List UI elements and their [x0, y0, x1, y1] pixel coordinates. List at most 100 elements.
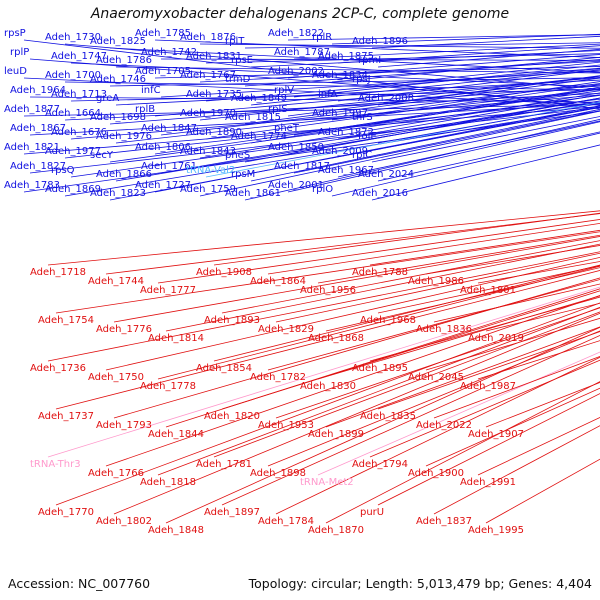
forward-gene-label: Adeh_1759: [180, 184, 236, 195]
forward-gene-label: rpmI: [358, 55, 381, 66]
forward-label-leader: [331, 106, 600, 159]
forward-label-leader: [250, 50, 600, 68]
forward-gene-label: Adeh_2009: [312, 146, 368, 157]
forward-label-leader: [115, 89, 600, 144]
forward-label-leader: [205, 101, 600, 178]
reverse-gene-label: Adeh_1991: [460, 477, 516, 488]
forward-label-leader: [70, 89, 600, 102]
reverse-gene-label: Adeh_2045: [408, 372, 464, 383]
reverse-gene-label: Adeh_1986: [408, 276, 464, 287]
forward-label-leader: [371, 116, 600, 163]
forward-label-leader: [205, 67, 600, 102]
reverse-label-leader: [157, 219, 600, 284]
reverse-gene-label: Adeh_1778: [140, 381, 196, 392]
forward-label-leader: [287, 54, 600, 79]
reverse-label-leader: [55, 231, 600, 314]
forward-gene-label: pheT: [274, 123, 300, 134]
forward-label-leader: [244, 59, 600, 87]
forward-gene-label: Adeh_1806: [135, 142, 191, 153]
reverse-label-leader: [477, 417, 600, 476]
genome-summary-text: Topology: circular; Length: 5,013,479 bp…: [248, 576, 592, 591]
reverse-gene-label: Adeh_1907: [468, 429, 524, 440]
forward-label-leader: [70, 94, 600, 140]
forward-label-leader: [109, 77, 600, 87]
forward-gene-label: Adeh_1761: [141, 161, 197, 172]
reverse-gene-label: Adeh_1898: [250, 468, 306, 479]
forward-label-leader: [377, 48, 600, 68]
forward-label-leader: [250, 68, 600, 106]
forward-label-leader: [287, 75, 600, 117]
reverse-label-leader: [157, 306, 600, 476]
forward-label-leader: [29, 96, 600, 103]
reverse-label-leader: [213, 311, 600, 458]
forward-label-leader: [23, 106, 600, 155]
reverse-gene-label: Adeh_1744: [88, 276, 144, 287]
forward-label-leader: [64, 107, 600, 197]
forward-gene-label: rpsQ: [51, 165, 75, 176]
forward-gene-label: Adeh_1890: [186, 127, 242, 138]
reverse-label-leader: [221, 334, 600, 506]
forward-gene-label: Adeh_1970: [180, 108, 236, 119]
forward-gene-label: Adeh_1967: [318, 165, 374, 176]
forward-gene-label: infC: [141, 85, 161, 96]
forward-label-leader: [377, 103, 600, 144]
figure-title: Anaeromyxobacter dehalogenans 2CP-C, com…: [90, 6, 510, 22]
reverse-gene-label: Adeh_1754: [38, 315, 94, 326]
forward-gene-label: Adeh_1867: [10, 123, 66, 134]
reverse-label-leader: [221, 290, 600, 410]
forward-label-leader: [293, 110, 600, 174]
reverse-gene-label: Adeh_1837: [416, 516, 472, 527]
reverse-gene-label: Adeh_1737: [38, 411, 94, 422]
forward-label-leader: [371, 61, 600, 87]
forward-gene-label: Adeh_1834: [312, 70, 368, 81]
forward-label-leader: [244, 42, 600, 49]
forward-gene-label: rpsE: [231, 55, 253, 66]
forward-gene-label: Adeh_1786: [96, 55, 152, 66]
forward-label-leader: [109, 84, 600, 125]
forward-gene-label: rplO: [312, 184, 333, 195]
forward-gene-label: Adeh_2001: [268, 180, 324, 191]
forward-gene-label: Adeh_1872: [318, 127, 374, 138]
reverse-gene-label: Adeh_1770: [38, 507, 94, 518]
reverse-gene-label: Adeh_1854: [196, 363, 252, 374]
reverse-gene-label: Adeh_1750: [88, 372, 144, 383]
forward-gene-label: rplP: [10, 47, 29, 58]
forward-label-leader: [160, 97, 600, 174]
forward-label-leader: [115, 100, 600, 182]
forward-label-leader: [371, 35, 600, 49]
forward-label-leader: [287, 121, 600, 193]
reverse-gene-label: Adeh_1776: [96, 324, 152, 335]
forward-gene-label: rplS: [268, 104, 288, 115]
reverse-label-leader: [317, 295, 600, 380]
reverse-gene-label: Adeh_1788: [352, 267, 408, 278]
reverse-label-leader: [369, 296, 600, 362]
forward-label-leader: [371, 88, 600, 125]
reverse-gene-label: Adeh_1794: [352, 459, 408, 470]
forward-gene-label: Adeh_1976: [96, 131, 152, 142]
forward-label-leader: [244, 77, 600, 125]
forward-gene-label: Adeh_1831: [186, 51, 242, 62]
forward-gene-label: Adeh_1977: [45, 146, 101, 157]
forward-gene-label: greA: [96, 93, 119, 104]
reverse-gene-label: Adeh_1900: [408, 468, 464, 479]
reverse-label-leader: [213, 212, 600, 266]
forward-gene-label: tRNA-Val2: [186, 165, 235, 176]
forward-gene-label: Adeh_1823: [90, 188, 146, 199]
forward-gene-label: Adeh_1735: [186, 89, 242, 100]
forward-gene-label: Adeh_2024: [358, 169, 414, 180]
forward-label-leader: [337, 120, 600, 178]
reverse-gene-label: Adeh_1987: [460, 381, 516, 392]
reverse-label-leader: [317, 351, 600, 476]
forward-gene-label: rpsJ: [352, 74, 371, 85]
reverse-label-leader: [485, 458, 600, 524]
forward-label-leader: [199, 110, 600, 197]
reverse-gene-label: Adeh_1781: [196, 459, 252, 470]
forward-label-leader: [293, 43, 600, 60]
reverse-label-leader: [377, 331, 600, 410]
reverse-label-leader: [433, 425, 600, 515]
forward-gene-label: Adeh_1850: [268, 142, 324, 153]
reverse-label-leader: [157, 265, 600, 380]
reverse-gene-label: Adeh_1899: [308, 429, 364, 440]
forward-label-leader: [160, 70, 600, 98]
forward-gene-label: folE: [358, 131, 377, 142]
